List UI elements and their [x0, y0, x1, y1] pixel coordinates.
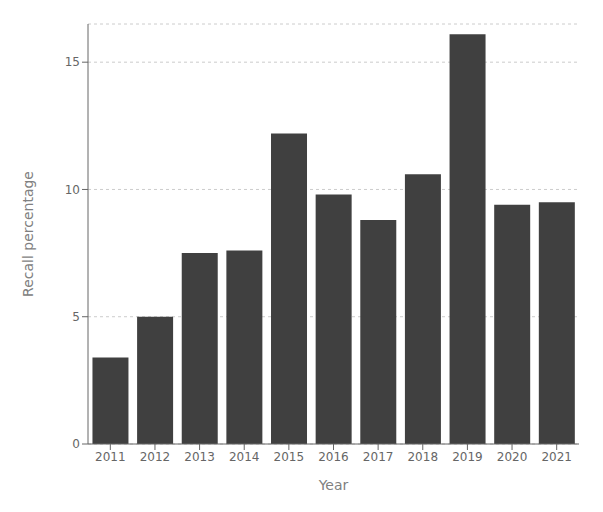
svg-text:15: 15 — [65, 55, 80, 69]
svg-text:Recall percentage: Recall percentage — [20, 171, 36, 297]
svg-text:2014: 2014 — [229, 450, 260, 464]
svg-text:Year: Year — [318, 477, 349, 493]
svg-text:2013: 2013 — [184, 450, 215, 464]
svg-text:2017: 2017 — [363, 450, 394, 464]
svg-text:10: 10 — [65, 183, 80, 197]
svg-text:2020: 2020 — [497, 450, 528, 464]
svg-text:2016: 2016 — [318, 450, 349, 464]
svg-text:2012: 2012 — [140, 450, 171, 464]
svg-text:2011: 2011 — [95, 450, 126, 464]
svg-text:2018: 2018 — [407, 450, 438, 464]
svg-text:2019: 2019 — [452, 450, 483, 464]
svg-text:2015: 2015 — [274, 450, 305, 464]
svg-text:5: 5 — [72, 310, 80, 324]
svg-text:2021: 2021 — [541, 450, 572, 464]
svg-text:0: 0 — [72, 437, 80, 451]
